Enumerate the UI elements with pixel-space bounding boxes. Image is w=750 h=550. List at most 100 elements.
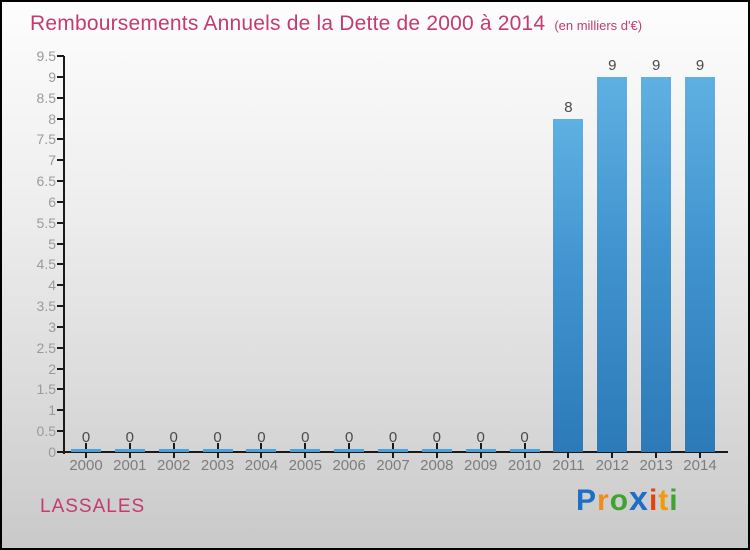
- y-tick-mark: [57, 138, 64, 141]
- bar-2008: [421, 449, 452, 452]
- y-tick-label: 1.5: [36, 381, 56, 398]
- bar-2003: [202, 449, 233, 452]
- x-category-label: 2006: [332, 457, 366, 474]
- x-category-label: 2013: [639, 457, 673, 474]
- bar-value-label: 9: [608, 56, 617, 74]
- y-tick-label: 8: [48, 110, 56, 127]
- x-category-label: 2005: [288, 457, 322, 474]
- bar-value-label: 0: [388, 429, 398, 446]
- org-name: LASSALES: [40, 496, 146, 517]
- y-tick-label: 0: [48, 444, 56, 460]
- chart-subtitle: (en milliers d'€): [554, 18, 643, 33]
- bar-2004: [246, 449, 277, 452]
- y-tick-mark: [57, 409, 64, 412]
- x-category-label: 2012: [595, 457, 629, 474]
- y-tick-label: 2: [48, 360, 56, 377]
- y-tick-label: 6: [48, 193, 56, 210]
- bar-value-label: 0: [169, 429, 178, 446]
- x-category-label: 2001: [113, 457, 147, 474]
- y-tick-label: 7.5: [36, 131, 56, 148]
- y-tick-mark: [57, 180, 64, 183]
- bar-value-label: 0: [213, 429, 222, 446]
- y-tick-mark: [57, 388, 64, 391]
- bar-value-label: 0: [301, 429, 310, 446]
- x-category-label: 2010: [507, 457, 542, 474]
- x-category-label: 2014: [683, 457, 717, 474]
- bar-value-label: 0: [81, 429, 91, 446]
- y-tick-mark: [57, 430, 64, 433]
- y-tick-label: 4.5: [36, 256, 56, 273]
- bar-2005: [290, 449, 321, 452]
- bar-value-label: 0: [125, 429, 135, 446]
- bar-2013: [641, 76, 672, 452]
- x-axis-line: [64, 451, 728, 453]
- bar-value-label: 9: [695, 56, 705, 74]
- bar-2014: [684, 76, 715, 452]
- y-tick-label: 1: [48, 402, 56, 419]
- x-category-label: 2000: [69, 457, 103, 474]
- y-axis-line: [63, 56, 65, 454]
- bar-2010: [509, 449, 540, 452]
- bar-value-label: 0: [257, 429, 266, 446]
- bar-2009: [465, 449, 496, 452]
- y-tick-label: 3.5: [36, 298, 56, 315]
- bar-2012: [597, 76, 628, 452]
- y-tick-mark: [57, 159, 64, 162]
- y-tick-mark: [57, 325, 64, 328]
- bar-2002: [158, 449, 189, 452]
- bar-value-label: 0: [520, 429, 529, 446]
- bar-value-label: 0: [432, 429, 442, 446]
- x-category-label: 2011: [552, 457, 585, 474]
- y-tick-label: 7: [48, 152, 56, 169]
- y-tick-label: 8.5: [36, 89, 56, 106]
- bar-2011: [553, 118, 584, 452]
- y-tick-label: 3: [48, 318, 56, 335]
- chart-title: Remboursements Annuels de la Dette de 20…: [30, 12, 546, 35]
- bar-value-label: 8: [564, 98, 573, 116]
- logo-letter: o: [609, 484, 630, 517]
- y-tick-mark: [57, 263, 64, 266]
- y-tick-label: 0.5: [36, 423, 56, 440]
- logo-letter: x: [629, 480, 649, 518]
- logo-letter: P: [576, 484, 598, 517]
- bar-2001: [114, 449, 145, 452]
- y-tick-mark: [57, 284, 64, 287]
- chart-header: Remboursements Annuels de la Dette de 20…: [30, 12, 642, 36]
- y-tick-mark: [57, 305, 64, 308]
- proxiti-logo[interactable]: Proxiti: [576, 480, 679, 518]
- logo-letter: t: [658, 484, 670, 517]
- y-tick-label: 5: [48, 235, 56, 252]
- y-tick-mark: [57, 367, 64, 370]
- y-tick-mark: [57, 55, 64, 57]
- x-category-label: 2008: [420, 457, 454, 474]
- y-tick-mark: [57, 221, 64, 224]
- y-tick-label: 2.5: [36, 339, 56, 356]
- bar-value-label: 0: [476, 429, 485, 446]
- y-tick-mark: [57, 451, 64, 453]
- y-tick-label: 9.5: [36, 48, 56, 64]
- x-category-label: 2007: [376, 457, 410, 474]
- y-tick-mark: [57, 346, 64, 349]
- x-category-label: 2002: [157, 457, 191, 474]
- bar-2000: [71, 449, 101, 452]
- y-tick-mark: [57, 117, 64, 120]
- y-tick-label: 9: [48, 68, 56, 85]
- y-tick-label: 5.5: [36, 214, 56, 231]
- x-category-label: 2009: [464, 457, 498, 474]
- logo-letter: r: [597, 484, 610, 517]
- bar-2007: [377, 449, 408, 452]
- logo-letter: i: [648, 484, 659, 517]
- y-tick-mark: [57, 200, 64, 203]
- y-tick-mark: [57, 242, 64, 245]
- x-category-label: 2004: [244, 457, 279, 474]
- y-tick-mark: [57, 96, 64, 99]
- bar-value-label: 0: [344, 429, 354, 446]
- y-tick-label: 6.5: [36, 173, 56, 190]
- y-tick-label: 4: [48, 277, 56, 294]
- bar-value-label: 9: [651, 56, 661, 74]
- bar-2006: [334, 449, 365, 452]
- x-category-label: 2003: [200, 457, 235, 474]
- y-tick-mark: [57, 75, 64, 78]
